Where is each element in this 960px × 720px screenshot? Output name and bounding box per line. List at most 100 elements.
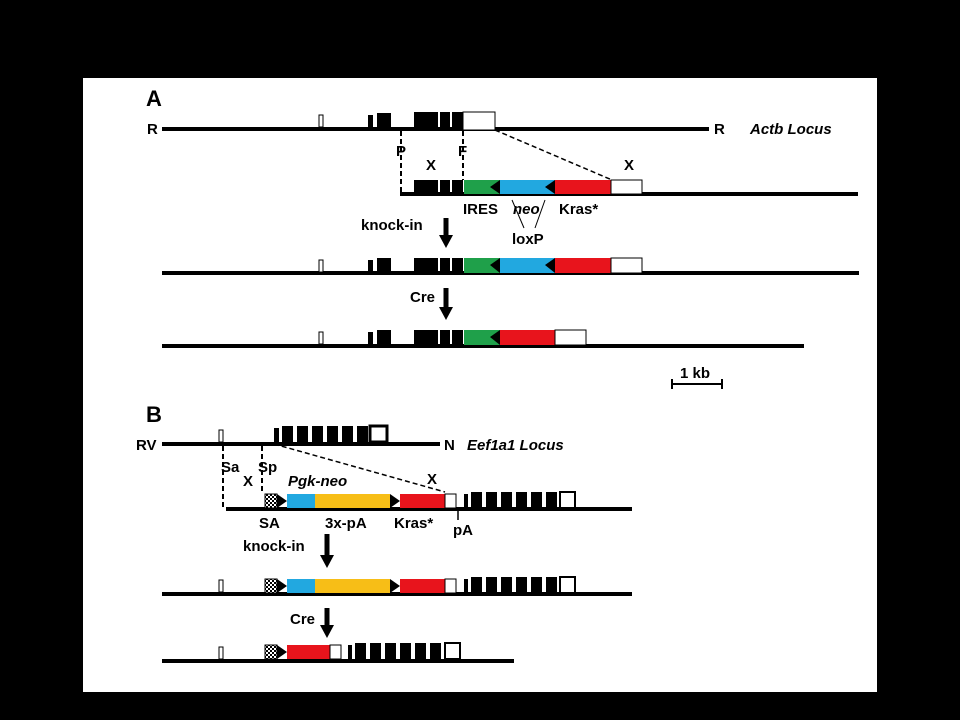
panel-b: B RV N Eef1a1 Locus Sa Sp X X Pgk-neo [136,402,632,663]
exon-last-utr [444,642,461,660]
eef1a1-locus-row: RV N Eef1a1 Locus [136,424,564,454]
actb-locus-row: R R Actb Locus [147,111,832,138]
exon [501,577,512,593]
loxp-pointer-line [534,199,546,229]
exon-1-utr [218,429,224,443]
site-r-left: R [147,121,158,138]
exon [414,258,438,273]
ires-element [464,258,500,273]
exon [452,180,463,194]
exon [516,492,527,508]
exon [370,643,381,659]
allele-line [162,344,804,348]
exon [501,492,512,508]
site-f: F [458,143,467,160]
kras-element [500,330,555,345]
neo-element [287,494,315,508]
exon [342,426,353,442]
site-sa: Sa [221,459,240,476]
splice-acceptor-element [264,578,278,594]
actb-locus-label: Actb Locus [749,121,832,138]
triple-pa-element [315,494,390,508]
allele-line [162,592,632,596]
pa-label: pA [453,522,473,539]
exon-1-utr [318,331,324,345]
exon [464,494,468,508]
vector-line [226,507,632,511]
exon [516,577,527,593]
sa-label: SA [259,515,280,532]
utr-element [610,179,643,195]
loxp-label: loxP [512,231,544,248]
pa-element [444,578,457,594]
kras-label: Kras* [559,201,598,218]
exon [415,643,426,659]
exon [368,332,373,344]
exon [312,426,323,442]
down-arrow-icon [320,555,334,568]
panel-b-letter: B [146,402,162,427]
loxp-triangle [490,180,500,194]
kras-element [400,579,445,593]
exon [368,260,373,272]
exon [452,330,463,345]
cre-label-a: Cre [410,289,435,306]
splice-acceptor-element [264,493,278,509]
exon-3-utr [462,111,496,131]
panel-a-letter: A [146,86,162,111]
loxp-pointer-line [511,199,525,229]
utr-element [554,329,587,346]
loxp-triangle [390,494,400,508]
exon [357,426,368,442]
exon [531,577,542,593]
triple-pa-label: 3x-pA [325,515,367,532]
loxp-triangle [490,330,500,345]
ires-label: IRES [463,201,498,218]
exon [414,330,438,345]
exon [546,577,557,593]
site-p: P [396,143,406,160]
white-panel [83,78,877,692]
actb-recombined-allele [162,329,804,348]
site-sp: Sp [258,459,277,476]
exon [486,577,497,593]
neo-element [500,258,555,273]
exon-last-utr [559,491,576,509]
loxp-triangle [490,258,500,273]
down-arrow-icon [439,235,453,248]
loxp-triangle [545,180,555,194]
kras-element [287,645,330,659]
homology-dashed-line [494,129,613,181]
exon [368,115,373,127]
exon [464,579,468,593]
exon [471,577,482,593]
pa-element [444,493,457,509]
kras-label-b: Kras* [394,515,433,532]
neo-element [500,180,555,194]
loxp-triangle [545,258,555,273]
exon [430,643,441,659]
loxp-triangle [390,579,400,593]
exon [414,180,438,194]
down-arrow-icon [439,307,453,320]
triple-pa-element [315,579,390,593]
exon [282,426,293,442]
actb-targeting-vector [400,179,858,196]
exon [297,426,308,442]
exon [452,258,463,273]
loxp-triangle [277,645,287,659]
knock-in-label-a: knock-in [361,217,423,234]
down-arrow-icon [320,625,334,638]
exon [377,258,391,273]
loxp-triangle [277,494,287,508]
eef1a1-targeting-vector [226,491,632,511]
exon-1-utr [218,579,224,593]
exon [327,426,338,442]
allele-line [162,659,514,663]
knock-in-label-b: knock-in [243,538,305,555]
site-r-right: R [714,121,725,138]
eef1a1-locus-label: Eef1a1 Locus [467,437,564,454]
kras-element [400,494,445,508]
